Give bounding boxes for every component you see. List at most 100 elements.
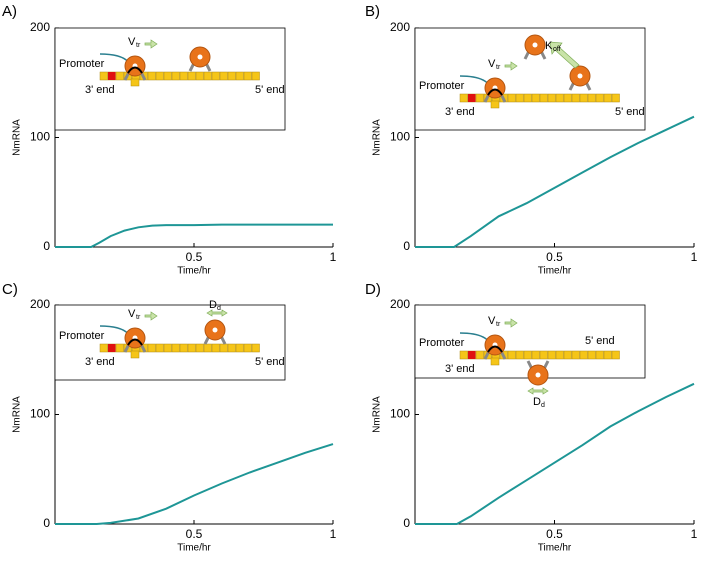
y-tick-label: 200: [390, 20, 410, 34]
rate-sub: tr: [136, 314, 141, 321]
promoter-site: [468, 351, 476, 359]
y-tick-label: 100: [390, 130, 410, 144]
panel: B) 0 100 200 0.5 1 Time/hr NmRNA Promoter 3' end 5…: [365, 3, 698, 277]
polymerase-base: [490, 357, 500, 366]
mrna-segment: [595, 350, 604, 360]
left-end-label: 3' end: [85, 356, 115, 368]
mrna-segment: [155, 71, 164, 81]
mrna-segment: [227, 343, 236, 353]
mrna-segment: [611, 350, 620, 360]
mrna-segment: [531, 93, 540, 103]
x-tick-label: 0.5: [186, 527, 203, 541]
promoter-label: Promoter: [59, 58, 105, 70]
mrna-segment: [539, 93, 548, 103]
mrna-segment: [523, 350, 532, 360]
polymerase-base: [130, 350, 140, 359]
promoter-label: Promoter: [59, 330, 105, 342]
extra-label: D: [209, 299, 217, 311]
right-end-label: 5' end: [585, 335, 615, 347]
mrna-segment: [99, 343, 108, 353]
polymerase-base: [490, 100, 500, 109]
mrna-segment: [555, 350, 564, 360]
polymerase-arc: [127, 338, 143, 346]
rate-label: V: [488, 315, 496, 327]
mrna-segment: [227, 71, 236, 81]
y-axis-label: NmRNA: [12, 119, 23, 156]
ribosome-core: [197, 54, 203, 60]
x-tick-label: 1: [330, 527, 337, 541]
mrna-segment: [459, 350, 468, 360]
x-axis-label: Time/hr: [538, 266, 572, 277]
mrna-segment: [531, 350, 540, 360]
y-tick-label: 100: [390, 407, 410, 421]
mrna-segment: [603, 350, 612, 360]
mrna-segment: [155, 343, 164, 353]
release-arrow: [549, 41, 580, 69]
mrna-segment: [507, 350, 516, 360]
mrna-segment: [523, 93, 532, 103]
mrna-segment: [219, 71, 228, 81]
extra-label: K: [545, 40, 553, 52]
rate-sub: tr: [496, 64, 501, 71]
polymerase-arc: [487, 88, 503, 96]
mrna-segment: [147, 343, 156, 353]
mrna-segment: [579, 350, 588, 360]
mrna-segment: [203, 71, 212, 81]
mrna-segment: [475, 350, 484, 360]
mrna-segment: [507, 93, 516, 103]
extra-sub: d: [217, 305, 221, 312]
y-tick-label: 200: [30, 20, 50, 34]
mrna-segment: [251, 71, 260, 81]
mrna-segment: [243, 71, 252, 81]
rate-label: V: [488, 58, 496, 70]
rate-label: V: [128, 308, 136, 320]
rate-arrow: [504, 61, 518, 71]
left-end-label: 3' end: [445, 106, 475, 118]
y-tick-label: 100: [30, 130, 50, 144]
rate-sub: tr: [496, 321, 501, 328]
y-axis-label: NmRNA: [372, 119, 383, 156]
x-axis-label: Time/hr: [538, 543, 572, 554]
data-line: [55, 223, 333, 248]
mrna-segment: [611, 93, 620, 103]
rate-arrow: [504, 318, 518, 328]
rate-arrow: [144, 39, 158, 49]
ribosome-core: [535, 372, 541, 378]
mrna-segment: [195, 71, 204, 81]
y-tick-label: 200: [390, 297, 410, 311]
ribosome-core: [532, 42, 538, 48]
promoter-label: Promoter: [419, 337, 465, 349]
y-axis-label: NmRNA: [12, 396, 23, 433]
panel-label: B): [365, 3, 380, 20]
mrna-segment: [603, 93, 612, 103]
promoter-site: [108, 344, 116, 352]
mrna-segment: [235, 343, 244, 353]
mrna-segment: [171, 71, 180, 81]
mrna-segment: [587, 93, 596, 103]
right-end-label: 5' end: [255, 356, 285, 368]
extra-sub: off: [553, 46, 561, 53]
mrna-segment: [555, 93, 564, 103]
mrna-segment: [163, 71, 172, 81]
mrna-segment: [115, 71, 124, 81]
y-tick-label: 0: [43, 516, 50, 530]
mrna-segment: [547, 350, 556, 360]
mrna-segment: [563, 93, 572, 103]
mrna-segment: [179, 343, 188, 353]
mrna-segment: [579, 93, 588, 103]
promoter-label: Promoter: [419, 80, 465, 92]
mrna-segment: [539, 350, 548, 360]
left-end-label: 3' end: [445, 363, 475, 375]
mrna-segment: [515, 93, 524, 103]
mrna-segment: [515, 350, 524, 360]
x-axis-label: Time/hr: [177, 543, 211, 554]
rate-arrow: [144, 311, 158, 321]
data-line: [55, 443, 334, 525]
mrna-segment: [563, 350, 572, 360]
mrna-segment: [179, 71, 188, 81]
mrna-segment: [163, 343, 172, 353]
polymerase-arc: [127, 66, 143, 74]
polymerase-arc: [487, 345, 503, 353]
y-tick-label: 0: [403, 516, 410, 530]
panel: C) 0 100 200 0.5 1 Time/hr NmRNA Promoter 3' end 5…: [2, 281, 337, 554]
